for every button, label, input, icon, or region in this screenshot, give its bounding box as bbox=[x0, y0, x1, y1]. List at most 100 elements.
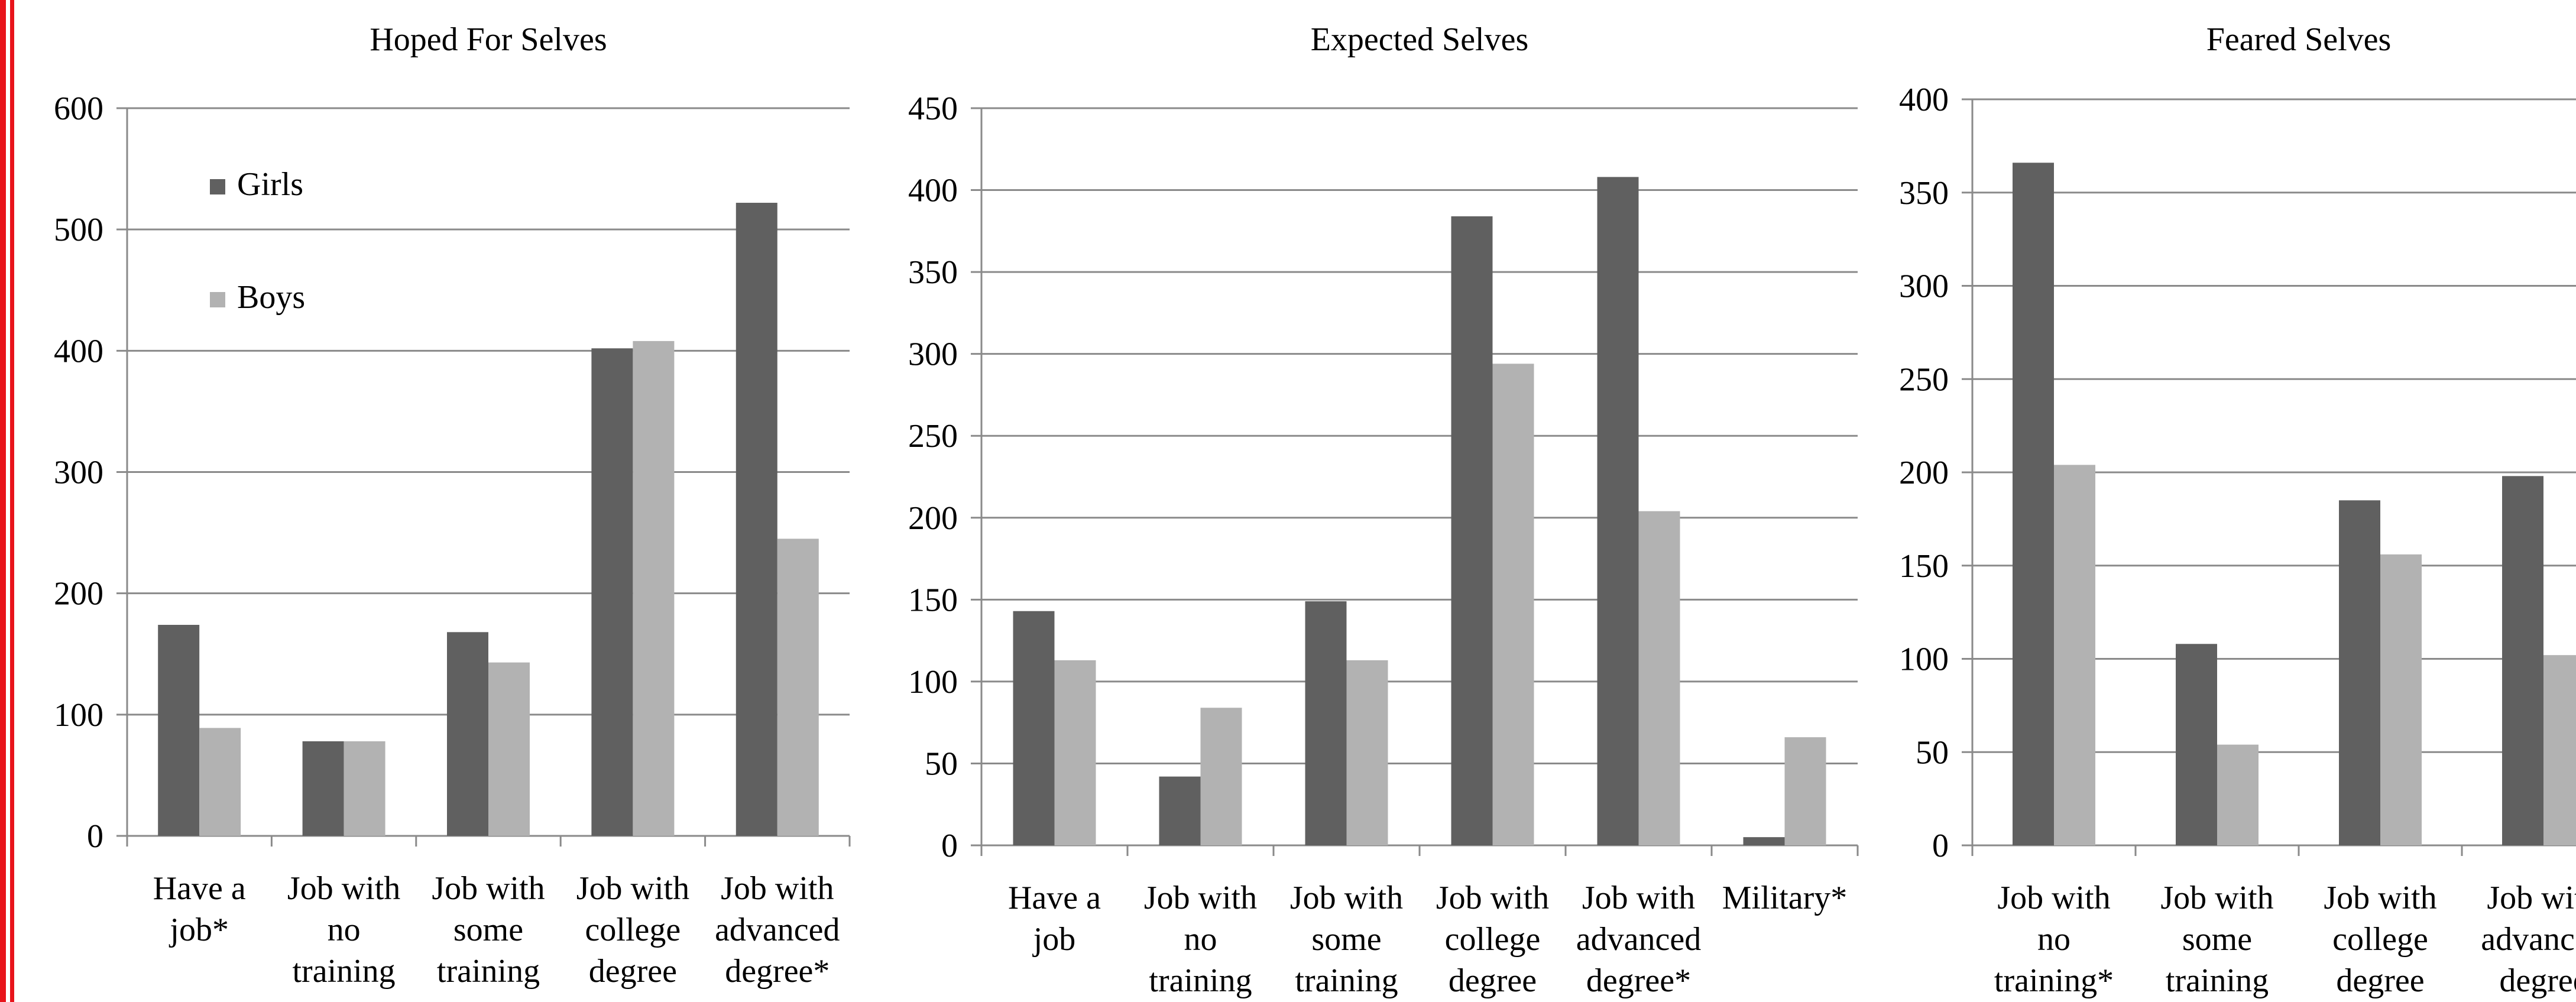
x-tick-label: Job with some training bbox=[1290, 880, 1403, 999]
x-tick-label-line: Have a bbox=[153, 870, 246, 907]
y-tick-label: 350 bbox=[908, 254, 958, 291]
y-tick-label: 50 bbox=[1916, 734, 1949, 771]
x-tick-label-line: no bbox=[2037, 921, 2070, 958]
x-tick-label-line: training bbox=[1149, 962, 1252, 999]
x-tick-label-line: Job with bbox=[2324, 880, 2436, 916]
x-tick-label-line: advanced bbox=[2481, 921, 2576, 958]
y-tick-label: 0 bbox=[941, 828, 958, 864]
bar-boys-4 bbox=[777, 539, 819, 836]
x-tick-label-line: college bbox=[2332, 921, 2428, 958]
x-tick-label-line: training bbox=[1295, 962, 1398, 999]
y-tick-label: 200 bbox=[908, 500, 958, 537]
x-tick-label-line: training bbox=[293, 953, 396, 990]
y-tick-label: 200 bbox=[1899, 455, 1949, 491]
x-tick-label-line: degree bbox=[589, 953, 677, 990]
x-tick-label: Job with some training bbox=[2160, 880, 2273, 999]
y-tick-label: 150 bbox=[1899, 548, 1949, 585]
bar-girls-1 bbox=[302, 741, 344, 836]
y-tick-label: 400 bbox=[54, 333, 103, 369]
x-tick-label-line: training bbox=[2166, 962, 2269, 999]
x-tick-label: Job with no training bbox=[1144, 880, 1257, 999]
bar-boys-1 bbox=[1200, 708, 1242, 845]
x-tick-label: Job with advanced degree bbox=[2481, 880, 2576, 999]
x-tick-label-line: Have a bbox=[1008, 880, 1101, 916]
bar-girls-4 bbox=[1597, 177, 1639, 845]
bar-girls-1 bbox=[2176, 644, 2217, 845]
x-tick-label-line: Job with bbox=[2487, 880, 2576, 916]
y-tick-label: 500 bbox=[54, 212, 103, 248]
x-tick-label-line: Military* bbox=[1722, 880, 1848, 916]
x-tick-label: Military* bbox=[1722, 880, 1848, 916]
bar-girls-5 bbox=[1743, 837, 1785, 845]
y-tick-label: 400 bbox=[1899, 82, 1949, 118]
bar-boys-5 bbox=[1784, 737, 1826, 845]
legend-swatch-boys bbox=[210, 292, 225, 307]
x-tick-label: Job with college degree bbox=[2324, 880, 2436, 999]
x-tick-label-line: advanced bbox=[1576, 921, 1701, 958]
x-tick-label: Job with college degree bbox=[1436, 880, 1549, 999]
legend-label-boys: Boys bbox=[237, 279, 305, 316]
x-tick-label-line: training* bbox=[1994, 962, 2114, 999]
y-tick-label: 400 bbox=[908, 173, 958, 209]
expected-selves-chart: Expected Selves 0 50 100 150 200 250 300 350 400 4… bbox=[908, 21, 1859, 999]
y-tick-label: 100 bbox=[54, 697, 103, 734]
bar-boys-0 bbox=[1054, 660, 1096, 845]
x-tick-label-line: no bbox=[1184, 921, 1217, 958]
bar-boys-1 bbox=[2217, 744, 2259, 845]
bar-girls-4 bbox=[735, 203, 777, 836]
x-tick-label-line: college bbox=[1445, 921, 1541, 958]
x-tick-label-line: Job with bbox=[287, 870, 400, 907]
x-tick-label-line: Job with bbox=[1997, 880, 2110, 916]
bar-boys-3 bbox=[633, 341, 675, 836]
x-tick-label-line: Job with bbox=[2160, 880, 2273, 916]
bar-boys-1 bbox=[344, 741, 385, 836]
bar-girls-2 bbox=[447, 632, 488, 836]
x-tick-label-line: advanced bbox=[715, 912, 840, 948]
y-tick-label: 300 bbox=[908, 336, 958, 373]
bar-girls-2 bbox=[2339, 500, 2380, 845]
chart-title: Feared Selves bbox=[2206, 21, 2392, 58]
y-tick-label: 0 bbox=[87, 818, 103, 855]
x-tick-label: Job with some training bbox=[432, 870, 545, 990]
bar-boys-3 bbox=[2543, 655, 2576, 845]
y-tick-label: 0 bbox=[1932, 828, 1949, 864]
x-tick-label-line: some bbox=[453, 912, 523, 948]
y-tick-label: 250 bbox=[908, 418, 958, 455]
y-tick-label: 300 bbox=[54, 455, 103, 491]
legend-swatch-girls bbox=[210, 179, 225, 194]
x-tick-label: Job with advanced degree* bbox=[1576, 880, 1701, 999]
x-tick-label: Job with no training bbox=[287, 870, 400, 990]
bar-girls-3 bbox=[2502, 476, 2543, 845]
y-tick-label: 100 bbox=[1899, 641, 1949, 678]
hoped-for-selves-chart: Hoped For Selves 0 100 200 300 400 500 600 Have … bbox=[54, 21, 851, 990]
y-tick-label: 600 bbox=[54, 90, 103, 127]
x-tick-label-line: job* bbox=[169, 912, 229, 948]
y-tick-label: 350 bbox=[1899, 175, 1949, 212]
bar-boys-2 bbox=[488, 662, 530, 836]
y-tick-label: 150 bbox=[908, 582, 958, 618]
x-tick-label-line: Job with bbox=[1290, 880, 1403, 916]
x-tick-label: Have a job bbox=[1008, 880, 1101, 958]
legend: Girls Boys bbox=[210, 166, 305, 316]
x-tick-label-line: degree* bbox=[725, 953, 829, 990]
x-tick-label: Job with college degree bbox=[576, 870, 689, 990]
legend-label-girls: Girls bbox=[237, 166, 303, 203]
bar-girls-3 bbox=[591, 348, 633, 836]
y-tick-label: 50 bbox=[925, 745, 958, 782]
page-edge-stripes bbox=[0, 0, 24, 1002]
x-tick-label-line: no bbox=[328, 912, 361, 948]
x-tick-label-line: Job with bbox=[721, 870, 834, 907]
feared-selves-chart: Feared Selves 0 50 100 150 200 250 300 350 400 Job… bbox=[1899, 21, 2576, 999]
x-tick-label-line: Job with bbox=[1436, 880, 1549, 916]
x-tick-label: Job with advanced degree* bbox=[715, 870, 840, 990]
y-tick-label: 250 bbox=[1899, 361, 1949, 398]
x-tick-label-line: Job with bbox=[432, 870, 545, 907]
x-tick-label-line: training bbox=[437, 953, 540, 990]
y-tick-label: 450 bbox=[908, 90, 958, 127]
x-tick-label-line: degree bbox=[2336, 962, 2424, 999]
chart-title: Expected Selves bbox=[1311, 21, 1529, 58]
x-tick-label-line: job bbox=[1032, 921, 1076, 958]
bar-girls-0 bbox=[2013, 163, 2054, 845]
y-tick-label: 100 bbox=[908, 664, 958, 701]
